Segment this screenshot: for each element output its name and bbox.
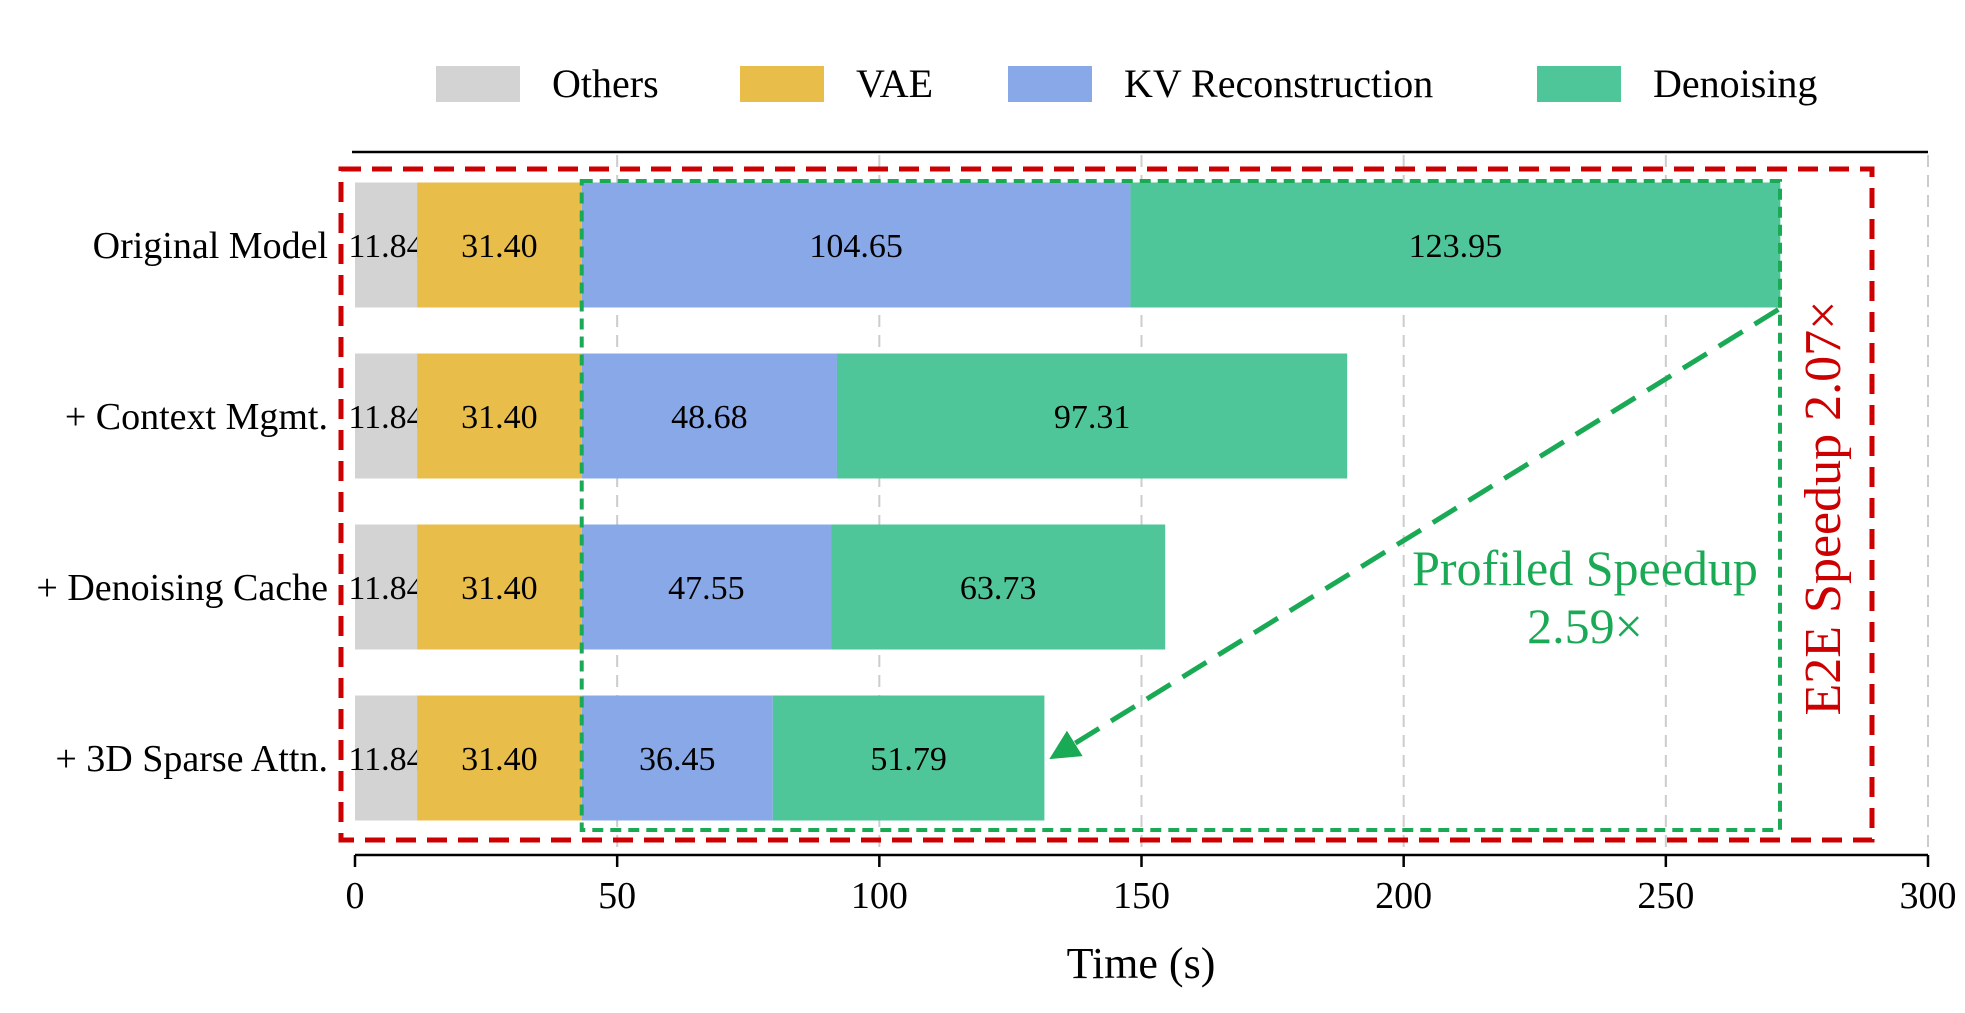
legend-swatch xyxy=(436,66,520,102)
category-labels: Original Model + Context Mgmt. + Denoising… xyxy=(36,225,328,780)
e2e-speedup-label: E2E Speedup 2.07× xyxy=(1795,301,1852,716)
legend-label: Denoising xyxy=(1653,61,1817,106)
legend: Others VAE KV Reconstruction Denoising xyxy=(436,61,1817,106)
bar-segment-kv-reconstruction xyxy=(581,524,832,650)
legend-swatch xyxy=(1008,66,1092,102)
bar-segment-vae xyxy=(417,524,582,650)
bar-segment-others xyxy=(355,695,418,821)
bar-segment-others xyxy=(355,353,418,479)
category-label: Original Model xyxy=(93,225,328,267)
x-tick-label: 100 xyxy=(851,875,908,917)
profiled-speedup-value: 2.59× xyxy=(1527,598,1643,654)
x-tick-label: 250 xyxy=(1637,875,1694,917)
bar-segment-vae xyxy=(417,695,582,821)
profiled-box xyxy=(579,179,1783,832)
bar-value-label: 47.55 xyxy=(668,570,745,607)
legend-label: KV Reconstruction xyxy=(1124,61,1433,106)
bar-value-label: 31.40 xyxy=(461,741,538,778)
bar-value-label: 11.84 xyxy=(348,228,423,265)
bar-segment-vae xyxy=(417,182,582,308)
x-tick-label: 300 xyxy=(1900,875,1957,917)
bar-segment-denoising xyxy=(1130,182,1781,308)
bar-value-label: 123.95 xyxy=(1409,228,1503,265)
e2e-box xyxy=(338,166,1875,843)
bar-segment-kv-reconstruction xyxy=(581,695,773,821)
x-tick-label: 0 xyxy=(346,875,365,917)
bar-segment-vae xyxy=(417,353,582,479)
legend-label: Others xyxy=(552,61,659,106)
bar-value-label: 31.40 xyxy=(461,228,538,265)
bar-value-label: 31.40 xyxy=(461,570,538,607)
bar-segment-others xyxy=(355,182,418,308)
bar-value-label: 36.45 xyxy=(639,741,716,778)
bar-segment-kv-reconstruction xyxy=(581,182,1131,308)
bar-segment-denoising xyxy=(772,695,1045,821)
bar-value-label: 63.73 xyxy=(960,570,1037,607)
bar-value-label: 48.68 xyxy=(671,399,748,436)
bar-segment-others xyxy=(355,524,418,650)
bar-segment-kv-reconstruction xyxy=(581,353,837,479)
x-tick-label: 150 xyxy=(1113,875,1170,917)
bar-value-label: 104.65 xyxy=(809,228,903,265)
bar-segment-denoising xyxy=(836,353,1348,479)
x-axis-title: Time (s) xyxy=(1067,939,1216,988)
profiled-speedup-label: Profiled Speedup xyxy=(1412,540,1758,596)
x-tick-label: 200 xyxy=(1375,875,1432,917)
legend-swatch xyxy=(740,66,824,102)
category-label: + 3D Sparse Attn. xyxy=(55,738,328,780)
bar-value-label: 11.84 xyxy=(348,399,423,436)
bar-value-label: 97.31 xyxy=(1054,399,1131,436)
bar-segment-denoising xyxy=(831,524,1166,650)
bar-value-label: 11.84 xyxy=(348,570,423,607)
bar-value-label: 31.40 xyxy=(461,399,538,436)
bar-value-label: 51.79 xyxy=(870,741,947,778)
bar-value-label: 11.84 xyxy=(348,741,423,778)
category-label: + Context Mgmt. xyxy=(65,396,328,438)
bars-layer: 11.84 31.40 104.65 123.95 11.84 31.40 48.68 97.… xyxy=(348,182,1781,821)
x-axis: 0 50 100 150 200 250 300 xyxy=(346,853,1957,917)
x-tick-label: 50 xyxy=(598,875,636,917)
legend-label: VAE xyxy=(856,61,933,106)
legend-swatch xyxy=(1537,66,1621,102)
speedup-arrow xyxy=(1049,307,1780,760)
category-label: + Denoising Cache xyxy=(36,567,328,609)
